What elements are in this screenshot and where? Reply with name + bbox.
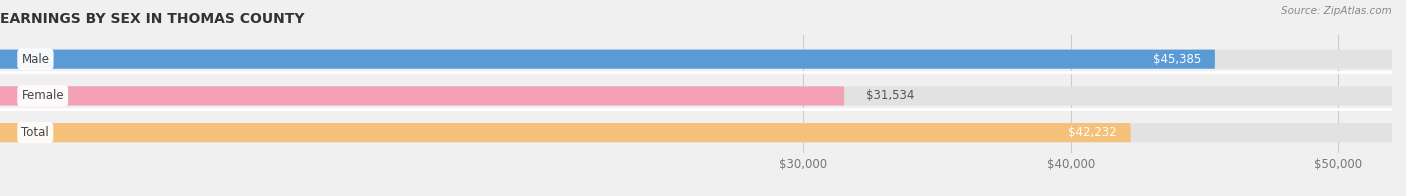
Text: $42,232: $42,232: [1069, 126, 1118, 139]
FancyBboxPatch shape: [0, 123, 1392, 142]
Text: EARNINGS BY SEX IN THOMAS COUNTY: EARNINGS BY SEX IN THOMAS COUNTY: [0, 12, 305, 26]
Text: Total: Total: [21, 126, 49, 139]
FancyBboxPatch shape: [0, 86, 844, 105]
Text: Source: ZipAtlas.com: Source: ZipAtlas.com: [1281, 6, 1392, 16]
Text: Female: Female: [21, 89, 65, 103]
Text: Male: Male: [21, 53, 49, 66]
Text: $31,534: $31,534: [866, 89, 914, 103]
FancyBboxPatch shape: [0, 50, 1392, 69]
FancyBboxPatch shape: [0, 50, 1215, 69]
Text: $45,385: $45,385: [1153, 53, 1202, 66]
FancyBboxPatch shape: [0, 86, 1392, 105]
FancyBboxPatch shape: [0, 123, 1130, 142]
